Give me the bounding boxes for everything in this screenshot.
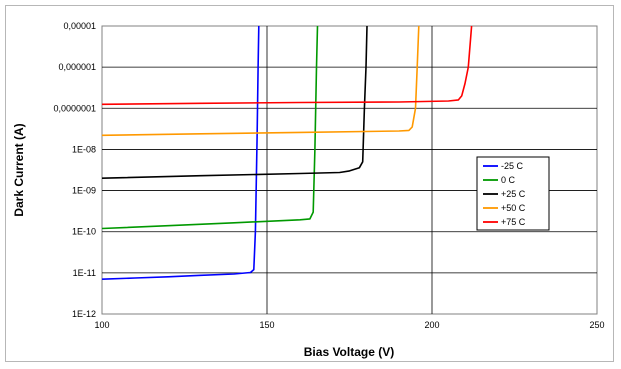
y-tick-label: 1E-11: [73, 268, 96, 278]
y-tick-labels: 1E-12 1E-11 1E-10 1E-09 1E-08 0,0000001 0,0000…: [53, 21, 96, 319]
series-line: [101, 25, 368, 179]
x-tick-label: 100: [94, 320, 109, 330]
series-line: [101, 25, 260, 280]
vertical-gridlines: [266, 26, 433, 314]
y-axis-title: Dark Current (A): [12, 123, 26, 216]
y-tick-label: 1E-12: [72, 309, 96, 319]
x-tick-label: 250: [589, 320, 604, 330]
legend: -25 C 0 C +25 C +50 C +75 C: [476, 156, 550, 231]
y-tick-label: 1E-09: [72, 186, 96, 196]
legend-label: -25 C: [501, 161, 524, 171]
legend-label: +25 C: [501, 189, 526, 199]
series-line: [101, 25, 319, 230]
legend-label: +75 C: [501, 217, 526, 227]
series-lines: [101, 25, 473, 280]
x-tick-label: 150: [259, 320, 274, 330]
legend-label: 0 C: [501, 175, 516, 185]
chart-frame: 100 150 200 250 1E-12 1E-11 1E-10 1E-09 1E-08 0,…: [5, 5, 614, 362]
y-tick-label: 0,000001: [58, 62, 96, 72]
y-tick-label: 1E-10: [72, 227, 96, 237]
horizontal-gridlines: [102, 66, 597, 274]
x-tick-label: 200: [424, 320, 439, 330]
x-tick-labels: 100 150 200 250: [94, 320, 604, 330]
dark-current-chart: 100 150 200 250 1E-12 1E-11 1E-10 1E-09 1E-08 0,…: [12, 21, 605, 359]
y-tick-label: 1E-08: [72, 144, 96, 154]
y-tick-label: 0,0000001: [53, 103, 96, 113]
series-line: [101, 25, 473, 106]
legend-label: +50 C: [501, 203, 526, 213]
x-axis-title: Bias Voltage (V): [304, 345, 394, 359]
series-line: [101, 25, 420, 137]
y-tick-label: 0,00001: [63, 21, 96, 31]
